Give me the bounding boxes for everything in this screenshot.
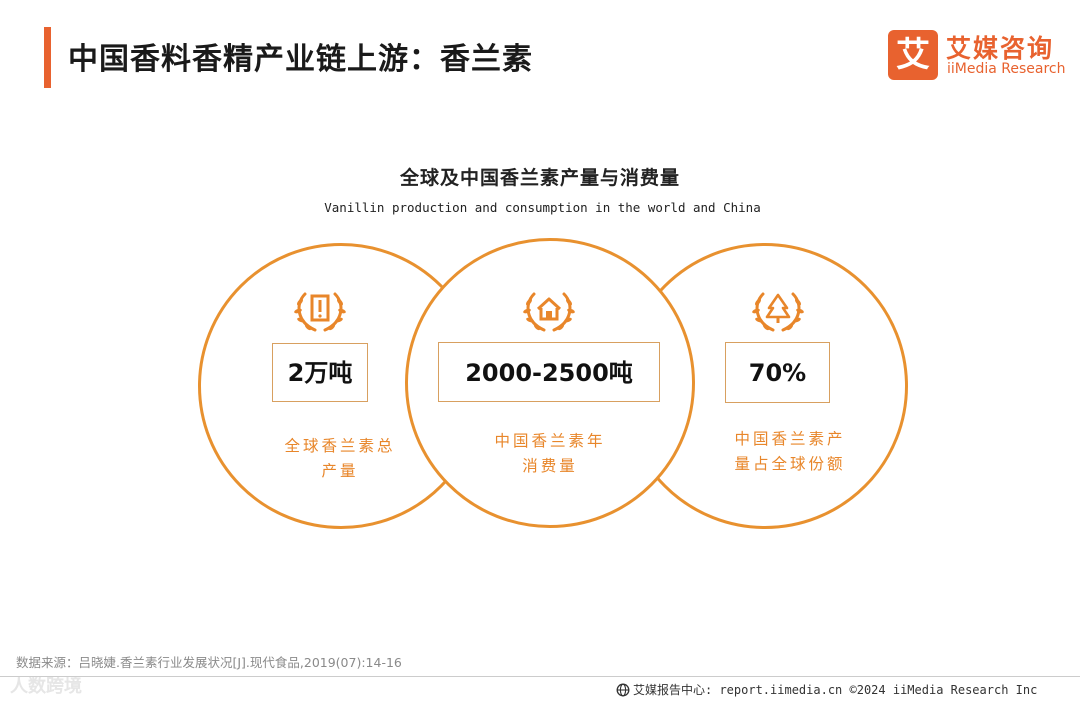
value-global-production: 2万吨 <box>272 343 368 402</box>
iimedia-logo: 艾 艾媒咨询 iiMedia Research <box>888 30 1066 82</box>
footer: 艾媒报告中心: report.iimedia.cn ©2024 iiMedia … <box>616 681 1037 700</box>
chart-title-en: Vanillin production and consumption in t… <box>324 200 761 215</box>
label-line-2: 产量 <box>321 462 359 480</box>
logo-mark: 艾 <box>888 30 938 80</box>
label-china-consumption: 中国香兰素年 消费量 <box>450 429 650 479</box>
logo-cn-text: 艾媒咨询 <box>946 34 1055 63</box>
laurel-tree-icon <box>749 286 807 340</box>
label-line-1: 全球香兰素总 <box>284 437 396 455</box>
title-accent-bar <box>44 27 51 88</box>
laurel-house-icon <box>520 286 578 340</box>
label-line-2: 量占全球份额 <box>734 455 846 473</box>
laurel-document-icon <box>291 286 349 340</box>
label-global-production: 全球香兰素总 产量 <box>240 434 440 484</box>
value-china-consumption: 2000-2500吨 <box>438 342 660 402</box>
footer-divider <box>0 676 1080 677</box>
logo-en-text: iiMedia Research <box>947 61 1066 77</box>
globe-icon <box>616 683 630 700</box>
page-title: 中国香料香精产业链上游：香兰素 <box>68 42 533 77</box>
data-source: 数据来源：吕晓婕.香兰素行业发展状况[J].现代食品,2019(07):14-1… <box>16 655 402 670</box>
label-china-share: 中国香兰素产 量占全球份额 <box>690 427 890 477</box>
label-line-1: 中国香兰素产 <box>734 430 846 448</box>
label-line-1: 中国香兰素年 <box>494 432 606 450</box>
label-line-2: 消费量 <box>522 457 578 475</box>
footer-text: 艾媒报告中心: report.iimedia.cn ©2024 iiMedia … <box>633 683 1038 697</box>
value-china-share: 70% <box>725 342 830 403</box>
watermark: 人数跨境 <box>10 676 82 697</box>
chart-title-cn: 全球及中国香兰素产量与消费量 <box>399 167 680 189</box>
